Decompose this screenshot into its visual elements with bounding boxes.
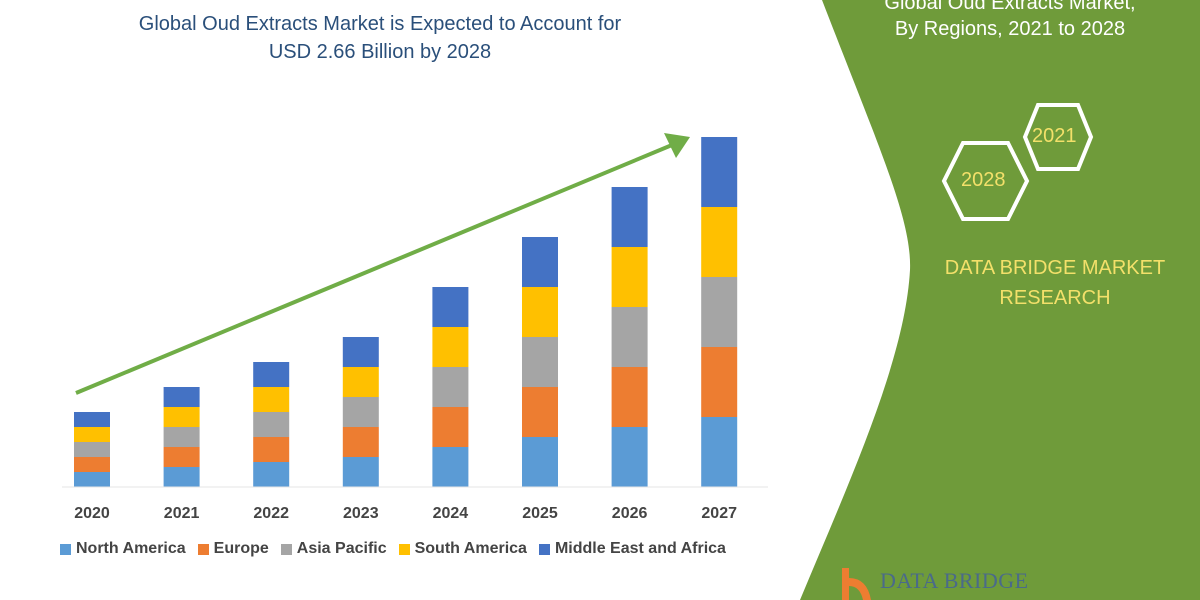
green-side-panel: [800, 0, 1200, 600]
bar-segment-2026-middle-east-and-africa: [611, 187, 648, 247]
hex-label-2028: 2028: [961, 169, 1006, 191]
bar-segment-2021-europe: [163, 447, 200, 467]
legend-swatch: [538, 543, 550, 555]
bar-segment-2022-europe: [253, 437, 290, 462]
chart-title: Global Oud Extracts Market is Expected t…: [100, 10, 660, 66]
bar-segment-2024-south-america: [432, 327, 469, 367]
hexagon-2028: [941, 141, 1030, 221]
bar-segment-2024-europe: [432, 407, 469, 447]
legend-label: South America: [414, 540, 527, 557]
bar-segment-2027-europe: [701, 347, 738, 417]
x-tick-label: 2021: [164, 505, 200, 522]
legend-swatch: [60, 543, 71, 555]
x-tick-label: 2024: [433, 505, 469, 522]
legend-swatch: [398, 543, 410, 555]
legend-label: Asia Pacific: [296, 540, 387, 557]
x-tick-label: 2025: [522, 505, 558, 522]
title-line-1: Global Oud Extracts Market is Expected t…: [138, 13, 622, 35]
bar-segment-2026-north-america: [611, 427, 648, 487]
bar-segment-2024-north-america: [432, 447, 469, 487]
side-panel-title: Global Oud Extracts Market, By Regions, …: [840, 0, 1180, 42]
bar-segment-2025-north-america: [522, 437, 558, 487]
bar-segment-2023-north-america: [342, 457, 379, 487]
bar-segment-2020-middle-east-and-africa: [74, 412, 110, 427]
bar-segment-2025-asia-pacific: [522, 337, 558, 387]
bar-segment-2021-asia-pacific: [163, 427, 200, 447]
x-tick-label: 2020: [74, 505, 110, 522]
bar-segment-2024-asia-pacific: [432, 367, 469, 407]
trend-arrow-line: [75, 143, 673, 395]
hex-label-2021: 2021: [1032, 125, 1077, 147]
legend-label: Middle East and Africa: [554, 540, 726, 557]
bar-segment-2023-europe: [342, 427, 379, 457]
brand-line-1: DATA BRIDGE MARKET: [944, 257, 1166, 279]
x-tick-label: 2027: [701, 505, 737, 522]
bar-segment-2022-north-america: [253, 462, 290, 487]
bar-segment-2026-asia-pacific: [611, 307, 648, 367]
bar-segment-2026-south-america: [611, 247, 648, 307]
bar-segment-2027-south-america: [701, 207, 738, 277]
brand-text: DATA BRIDGE MARKET RESEARCH: [920, 253, 1190, 313]
legend-item: North America: [60, 540, 186, 558]
legend-label: Europe: [213, 540, 269, 557]
bar-segment-2023-south-america: [342, 367, 379, 397]
x-tick-label: 2023: [343, 505, 379, 522]
bar-segment-2023-middle-east-and-africa: [342, 337, 379, 367]
legend-swatch: [197, 543, 209, 555]
logo-icon: [842, 568, 871, 600]
bar-segment-2025-middle-east-and-africa: [522, 237, 558, 287]
bar-segment-2023-asia-pacific: [342, 397, 379, 427]
title-line-2: USD 2.66 Billion by 2028: [268, 41, 492, 63]
bar-segment-2020-asia-pacific: [74, 442, 110, 457]
brand-line-2: RESEARCH: [999, 287, 1111, 309]
bar-segment-2022-south-america: [253, 387, 290, 412]
bar-segment-2022-asia-pacific: [253, 412, 290, 437]
bar-segment-2020-north-america: [74, 472, 110, 487]
bar-segment-2027-middle-east-and-africa: [701, 137, 738, 207]
bar-segment-2025-south-america: [522, 287, 558, 337]
side-title-line-2: By Regions, 2021 to 2028: [894, 18, 1126, 40]
bar-segment-2026-europe: [611, 367, 648, 427]
legend-item: Europe: [197, 540, 269, 558]
x-tick-labels: 2020 2021 2022 2023 2024 2025 2026 2027: [74, 505, 737, 522]
bar-segment-2020-south-america: [74, 427, 110, 442]
bar-segment-2022-middle-east-and-africa: [253, 362, 290, 387]
legend-swatch: [280, 543, 292, 555]
bars-group: [74, 137, 738, 487]
legend-item: Asia Pacific: [280, 540, 387, 558]
bar-segment-2025-europe: [522, 387, 558, 437]
trend-arrow-head: [664, 133, 690, 158]
bar-segment-2020-europe: [74, 457, 110, 472]
side-title-line-1: Global Oud Extracts Market,: [884, 0, 1136, 14]
legend-item: South America: [398, 540, 527, 558]
x-tick-label: 2022: [253, 505, 289, 522]
hexagon-2021: [1022, 103, 1094, 171]
x-tick-label: 2026: [612, 505, 648, 522]
bar-segment-2027-north-america: [701, 417, 738, 487]
bar-segment-2024-middle-east-and-africa: [432, 287, 469, 327]
bar-segment-2021-south-america: [163, 407, 200, 427]
bar-segment-2021-north-america: [163, 467, 200, 487]
bar-segment-2027-asia-pacific: [701, 277, 738, 347]
legend-item: Middle East and Africa: [538, 540, 726, 558]
legend-label: North America: [76, 540, 186, 557]
bar-segment-2021-middle-east-and-africa: [163, 387, 200, 407]
legend: North America Europe Asia Pacific South Ame…: [60, 540, 726, 558]
logo-text: DATA BRIDGE: [880, 568, 1029, 593]
